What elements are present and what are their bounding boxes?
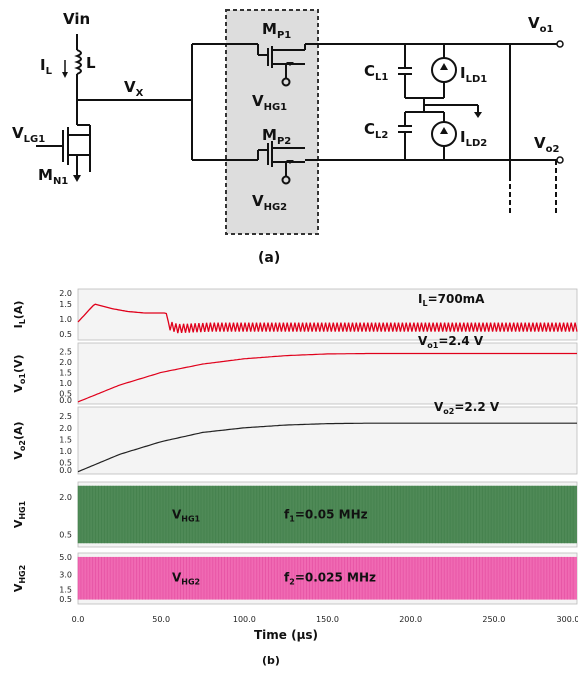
x-tick-label: 150.0 [316, 615, 339, 624]
y-tick-label: 0.5 [59, 531, 72, 540]
y-tick-label: 0.5 [59, 330, 72, 339]
caption-b: (b) [262, 654, 280, 667]
waveform-panels: 2.01.51.00.5IL(A)IL=700mA2.52.01.51.00.5… [12, 288, 578, 624]
y-axis-label: Vo1(V) [12, 354, 27, 392]
y-tick-label: 2.0 [59, 493, 72, 502]
series-annotation: Vo1=2.4 V [418, 334, 484, 350]
mn1-label: MN1 [38, 166, 68, 187]
x-tick-label: 200.0 [399, 615, 422, 624]
y-axis-label: Vo2(A) [12, 421, 27, 459]
y-tick-label: 2.5 [59, 412, 72, 421]
y-tick-label: 3.0 [59, 571, 72, 580]
panel-2: 2.5 2.01.5 1.00.50.0 Vo1(V) Vo1=2.4 V [12, 334, 578, 405]
vhg2-label: VHG2 [252, 192, 287, 213]
panel-4: 2.0 0.5 VHG1 VHG1 f1=0.05 MHz [12, 481, 578, 548]
y-tick-label: 0.5 [59, 458, 72, 467]
y-tick-label: 5.0 [59, 553, 72, 562]
vlg1-label: VLG1 [12, 124, 45, 145]
ild1-label: ILD1 [460, 64, 487, 85]
plot-area [77, 406, 578, 475]
frequency-annotation: f1=0.05 MHz [284, 508, 368, 524]
series-line [77, 303, 578, 334]
x-tick-label: 50.0 [152, 615, 170, 624]
x-tick-label: 0.0 [72, 615, 85, 624]
cl2-label: CL2 [364, 120, 388, 141]
panel-5: 5.0 3.0 1.50.5 VHG2 VHG2 f2=0.025 MHz [12, 552, 578, 605]
y-tick-label: 0.0 [59, 396, 72, 405]
x-tick-label: 300.0 [557, 615, 578, 624]
series-line [77, 422, 577, 473]
vo2-label: Vo2 [534, 134, 559, 155]
y-axis-label: VHG2 [12, 565, 27, 592]
y-tick-label: 1.5 [59, 435, 72, 444]
y-tick-label: 2.0 [59, 289, 72, 298]
y-tick-label: 0.0 [59, 466, 72, 475]
series-annotation: IL=700mA [418, 292, 485, 308]
y-tick-label: 1.0 [59, 315, 72, 324]
series-annotation: VHG2 [172, 571, 200, 587]
y-axis-label: IL(A) [12, 301, 27, 329]
y-tick-label: 1.0 [59, 379, 72, 388]
series-line [77, 352, 577, 403]
plot-area [77, 342, 578, 405]
mp1-label: MP1 [262, 20, 291, 41]
frequency-annotation: f2=0.025 MHz [284, 571, 376, 587]
y-tick-label: 1.5 [59, 300, 72, 309]
x-tick-label: 250.0 [482, 615, 505, 624]
inductor-label: L [86, 54, 96, 72]
ild2-label: ILD2 [460, 128, 487, 149]
caption-a: (a) [258, 250, 280, 266]
vin-label: Vin [63, 10, 90, 28]
cl1-label: CL1 [364, 62, 388, 83]
y-tick-label: 2.5 [59, 347, 72, 356]
vx-label: VX [124, 78, 144, 99]
y-tick-label: 0.5 [59, 389, 72, 398]
y-tick-label: 2.0 [59, 358, 72, 367]
y-tick-label: 1.5 [59, 585, 72, 594]
vhg1-label: VHG1 [252, 92, 287, 113]
y-tick-label: 1.5 [59, 368, 72, 377]
il-label: IL [40, 56, 53, 77]
y-axis-label: VHG1 [12, 500, 27, 528]
series-annotation: Vo2=2.2 V [434, 400, 500, 416]
panel-3: 2.5 2.0 1.5 1.0 0.50.0 Vo2(A) Vo2=2.2 V [12, 400, 578, 475]
y-tick-label: 0.5 [59, 595, 72, 604]
panel-1: 2.0 1.5 1.0 0.5 IL(A) IL=700mA [12, 288, 578, 341]
series-annotation: VHG1 [172, 508, 201, 524]
y-tick-label: 2.0 [59, 424, 72, 433]
vo1-label: Vo1 [528, 14, 553, 35]
x-tick-label: 100.0 [233, 615, 256, 624]
mp2-label: MP2 [262, 126, 291, 147]
plot-area [77, 288, 578, 341]
x-axis-label: Time (μs) [254, 628, 318, 642]
y-tick-label: 1.0 [59, 447, 72, 456]
